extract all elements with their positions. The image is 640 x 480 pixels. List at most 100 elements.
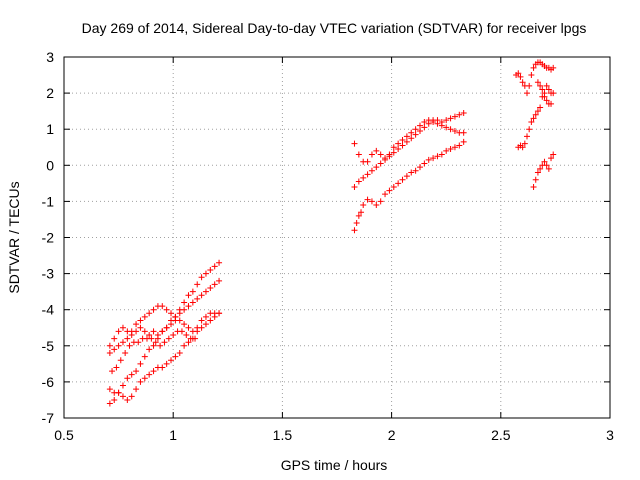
data-point [460, 138, 467, 145]
data-point [189, 299, 196, 306]
data-point [351, 227, 358, 234]
data-point [460, 129, 467, 136]
data-point [537, 104, 544, 111]
data-point [421, 118, 428, 125]
data-point [172, 313, 179, 320]
data-point [434, 153, 441, 160]
data-point [141, 375, 148, 382]
data-point [185, 339, 192, 346]
x-tick-label: 1 [169, 427, 177, 443]
x-tick-label: 2.5 [491, 427, 511, 443]
data-point [360, 174, 367, 181]
data-point [541, 93, 548, 100]
x-tick-label: 1.5 [273, 427, 293, 443]
y-tick-label: 2 [46, 85, 54, 101]
data-point [408, 129, 415, 136]
data-point [364, 196, 371, 203]
data-point [148, 335, 155, 342]
data-point [530, 183, 537, 190]
data-point [451, 128, 458, 135]
data-point [111, 396, 118, 403]
data-point [115, 342, 122, 349]
data-point [185, 303, 192, 310]
data-point [373, 147, 380, 154]
data-point [534, 79, 541, 86]
data-point [111, 335, 118, 342]
data-point [390, 183, 397, 190]
data-point [194, 295, 201, 302]
data-point [128, 371, 135, 378]
y-tick-label: -7 [42, 410, 55, 426]
data-point [185, 324, 192, 331]
data-point [194, 328, 201, 335]
data-point [550, 151, 557, 158]
data-point [141, 328, 148, 335]
data-point [447, 126, 454, 133]
data-point [146, 310, 153, 317]
data-point [524, 133, 531, 140]
data-point [202, 321, 209, 328]
data-point [211, 263, 218, 270]
data-point [157, 342, 164, 349]
data-point [351, 140, 358, 147]
data-point [395, 180, 402, 187]
y-tick-label: -5 [42, 338, 55, 354]
data-point [137, 378, 144, 385]
series-5 [109, 328, 199, 375]
data-point [106, 400, 113, 407]
data-point [355, 178, 362, 185]
data-point [165, 335, 172, 342]
series-3 [106, 303, 223, 357]
data-point [412, 167, 419, 174]
data-point [163, 324, 170, 331]
data-point [373, 164, 380, 171]
data-point [548, 155, 555, 162]
data-point [159, 328, 166, 335]
data-point [416, 164, 423, 171]
data-point [181, 342, 188, 349]
data-point [168, 321, 175, 328]
data-point [377, 198, 384, 205]
data-point [353, 220, 360, 227]
data-point [106, 350, 113, 357]
data-point [202, 288, 209, 295]
data-point [403, 173, 410, 180]
data-point [198, 292, 205, 299]
data-point [412, 131, 419, 138]
data-point [550, 64, 557, 71]
data-point [373, 202, 380, 209]
y-tick-label: -2 [42, 230, 55, 246]
series-4 [106, 310, 223, 403]
series-11 [530, 151, 557, 190]
data-point [122, 350, 129, 357]
data-point [189, 288, 196, 295]
data-point [133, 368, 140, 375]
data-point [421, 160, 428, 167]
data-point [163, 360, 170, 367]
data-point [408, 135, 415, 142]
data-point [447, 115, 454, 122]
data-point [128, 393, 135, 400]
data-point [368, 198, 375, 205]
data-point [216, 310, 223, 317]
data-point [543, 97, 550, 104]
data-point [115, 389, 122, 396]
data-point [106, 386, 113, 393]
x-axis-title: GPS time / hours [281, 457, 388, 473]
data-point [382, 191, 389, 198]
data-point [519, 144, 526, 151]
data-point [117, 357, 124, 364]
data-point [550, 90, 557, 97]
data-point [137, 360, 144, 367]
data-point [528, 118, 535, 125]
data-point [150, 306, 157, 313]
data-point [181, 306, 188, 313]
series-7 [351, 109, 467, 190]
data-point [386, 187, 393, 194]
data-point [211, 281, 218, 288]
data-point [434, 117, 441, 124]
data-point [172, 353, 179, 360]
data-point [198, 274, 205, 281]
data-point [351, 183, 358, 190]
data-point [211, 313, 218, 320]
